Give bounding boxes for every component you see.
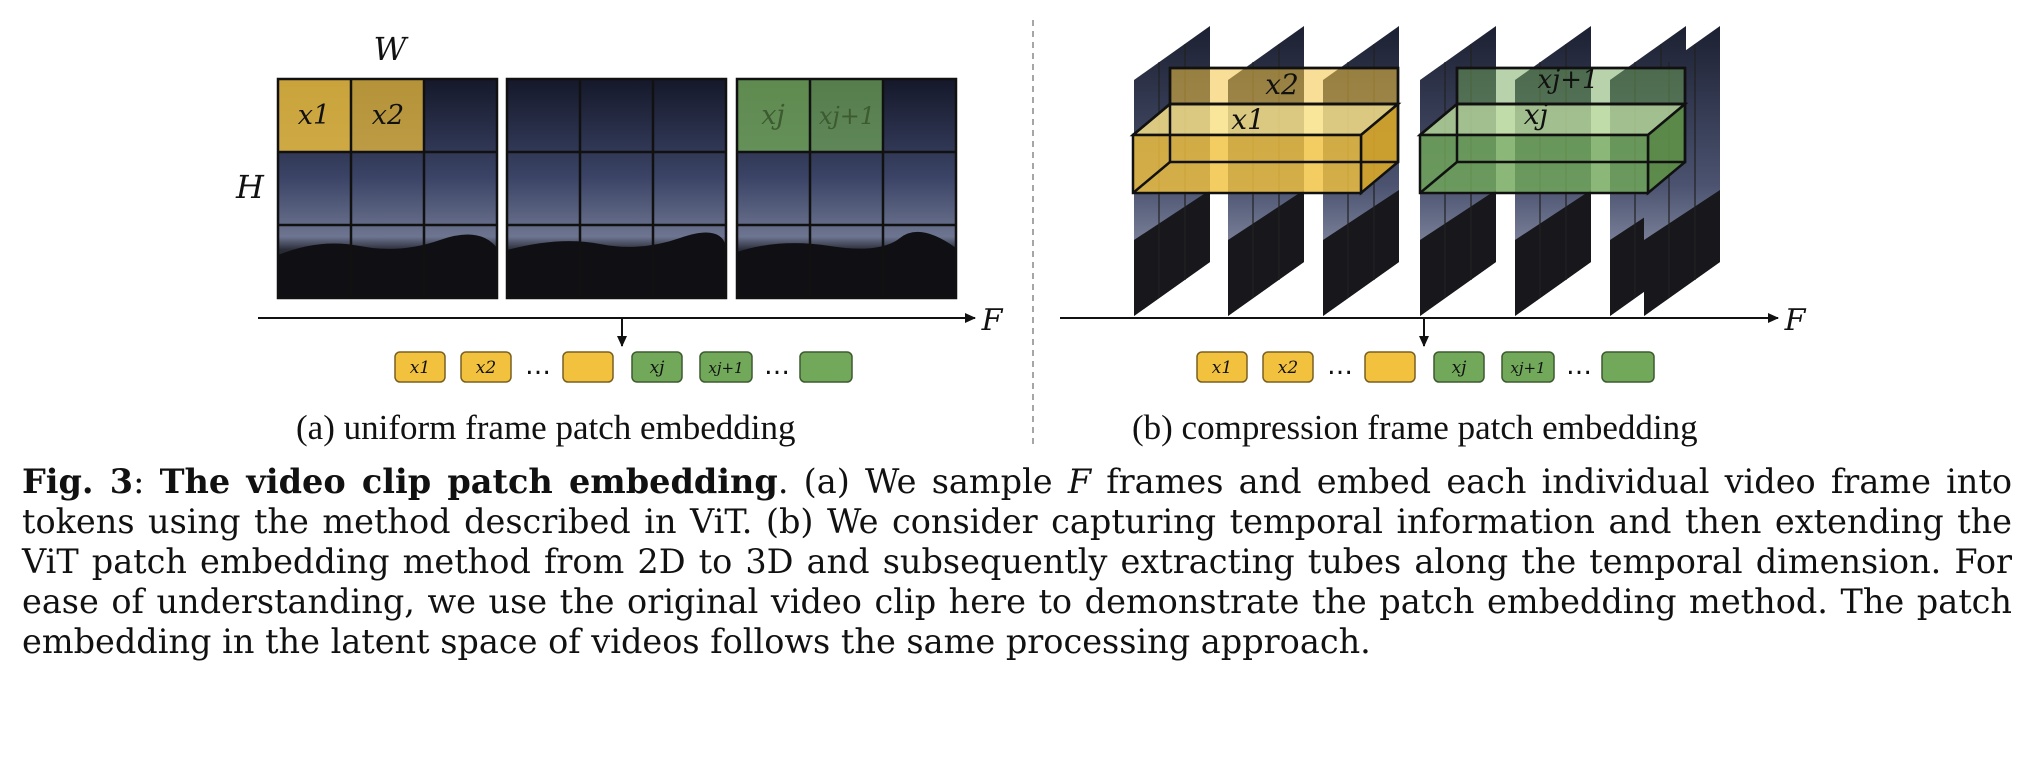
token-yellow-end — [1364, 351, 1416, 383]
token-xj — [1433, 351, 1485, 383]
token-label: x1 — [1212, 358, 1232, 378]
width-label: W — [374, 30, 410, 68]
token-sequence-b: x1 x2 … xj xj+1 … — [1196, 351, 1655, 383]
caption-text-1: . (a) We sample — [777, 462, 1068, 501]
axis-label-a: F — [981, 303, 1004, 338]
token-x1 — [1196, 351, 1248, 383]
token-label: xj+1 — [1510, 359, 1545, 377]
token-x2 — [460, 351, 512, 383]
token-yellow-end — [562, 351, 614, 383]
ellipsis: … — [1327, 351, 1353, 381]
patch-label-x2: x2 — [372, 100, 404, 131]
token-label: xj — [650, 358, 666, 378]
ellipsis: … — [1566, 351, 1592, 381]
patch-label-xj1: xj+1 — [819, 102, 875, 130]
video-frame-3: xj xj+1 — [735, 77, 958, 300]
token-label: x2 — [476, 358, 496, 378]
token-label: x2 — [1278, 358, 1298, 378]
token-green-end — [799, 351, 853, 383]
tube-green — [1416, 66, 1689, 196]
token-green-end — [1601, 351, 1655, 383]
caption-label: Fig. 3 — [22, 462, 134, 501]
patch-x2 — [351, 79, 424, 152]
panel-a: W H x1 x2 — [235, 30, 1004, 383]
token-xj1 — [1501, 351, 1555, 383]
token-xj1 — [699, 351, 753, 383]
patch-label-xj: xj — [761, 100, 785, 131]
caption-text-2: frames and embed each individual video f… — [22, 462, 2013, 661]
token-xj — [631, 351, 683, 383]
token-x1 — [394, 351, 446, 383]
token-label: x1 — [410, 358, 430, 378]
token-x2 — [1262, 351, 1314, 383]
patch-label-x1: x1 — [298, 100, 330, 131]
tube-label-xj: xj — [1524, 98, 1549, 131]
tube-label-xj1: xj+1 — [1537, 65, 1598, 95]
video-frame-1: x1 x2 — [276, 77, 499, 300]
subcaption-a: (a) uniform frame patch embedding — [296, 408, 796, 447]
tube-label-x2: x2 — [1265, 68, 1299, 101]
panel-b: x2 x1 xj+1 xj F x1 x2 … xj — [1060, 26, 1807, 383]
subcaption-b: (b) compression frame patch embedding — [1132, 408, 1698, 447]
axis-label-b: F — [1784, 303, 1807, 338]
token-sequence-a: x1 x2 … xj xj+1 … — [394, 351, 853, 383]
token-label: xj+1 — [708, 359, 743, 377]
figure-caption: Fig. 3: The video clip patch embedding. … — [22, 462, 2013, 661]
patch-xj — [737, 79, 810, 152]
ellipsis: … — [525, 351, 551, 381]
caption-title: The video clip patch embedding — [159, 462, 778, 501]
token-label: xj — [1452, 358, 1468, 378]
tube-yellow — [1129, 66, 1402, 196]
figure: W H x1 x2 — [235, 20, 1807, 445]
patch-xj1 — [810, 79, 883, 152]
caption-variable: F — [1067, 462, 1092, 501]
ellipsis: … — [764, 351, 790, 381]
height-label: H — [235, 168, 265, 206]
patch-x1 — [278, 79, 351, 152]
video-frame-2 — [505, 77, 728, 300]
tube-label-x1: x1 — [1231, 103, 1265, 136]
